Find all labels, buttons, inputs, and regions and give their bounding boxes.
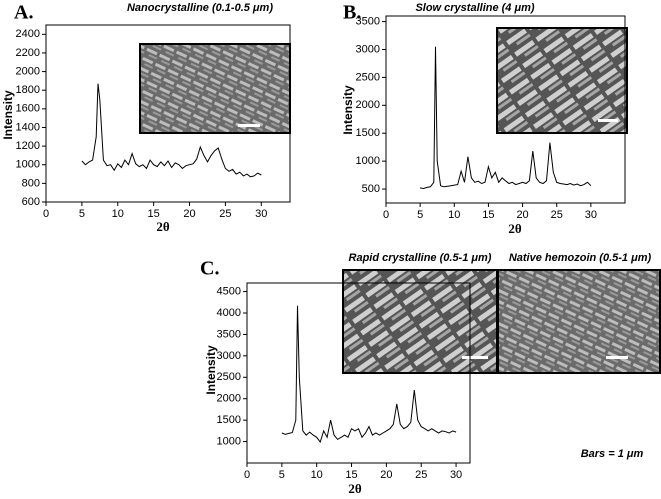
y-tick-label: 600 xyxy=(22,196,40,208)
y-tick-label: 1200 xyxy=(16,140,40,152)
x-axis-label: 2θ xyxy=(156,219,170,234)
panel-label: C. xyxy=(200,258,219,280)
y-tick-label: 1000 xyxy=(356,155,380,167)
panel-label: B. xyxy=(343,2,361,24)
y-tick-label: 1500 xyxy=(217,414,241,426)
x-tick-label: 25 xyxy=(551,209,563,221)
data-line xyxy=(420,46,592,190)
sem-image xyxy=(139,43,291,134)
x-tick-label: 10 xyxy=(112,208,124,220)
y-tick-label: 2500 xyxy=(356,71,380,83)
image-caption: Native hemozoin (0.5-1 μm) xyxy=(509,252,652,264)
x-tick-label: 10 xyxy=(311,469,323,481)
y-tick-label: 1600 xyxy=(16,103,40,115)
annotation: Bars = 1 μm xyxy=(581,448,644,460)
chart-title: Slow crystalline (4 μm) xyxy=(415,2,534,14)
panel-label: A. xyxy=(14,2,33,24)
x-tick-label: 5 xyxy=(417,209,423,221)
plot-frame xyxy=(246,282,471,464)
y-tick-label: 4000 xyxy=(217,307,241,319)
image-caption: Rapid crystalline (0.5-1 μm) xyxy=(349,252,492,264)
x-axis-label: 2θ xyxy=(508,221,522,236)
y-axis-label: Intensity xyxy=(341,85,355,135)
plot-frame xyxy=(385,15,626,204)
x-tick-label: 15 xyxy=(148,208,160,220)
y-tick-label: 1000 xyxy=(16,159,40,171)
sem-image xyxy=(342,269,498,374)
y-tick-label: 3500 xyxy=(356,15,380,27)
x-tick-label: 30 xyxy=(450,469,462,481)
y-tick-label: 3500 xyxy=(217,328,241,340)
x-tick-label: 30 xyxy=(585,209,597,221)
x-tick-label: 20 xyxy=(183,208,195,220)
x-tick-label: 30 xyxy=(255,208,267,220)
y-tick-label: 1500 xyxy=(356,127,380,139)
x-tick-label: 5 xyxy=(79,208,85,220)
x-tick-label: 25 xyxy=(415,469,427,481)
y-tick-label: 2000 xyxy=(16,65,40,77)
y-tick-label: 2200 xyxy=(16,47,40,59)
x-tick-label: 0 xyxy=(383,209,389,221)
sem-image xyxy=(497,269,661,374)
sem-image xyxy=(496,27,628,134)
x-tick-label: 5 xyxy=(279,469,285,481)
x-tick-label: 0 xyxy=(244,469,250,481)
x-tick-label: 0 xyxy=(43,208,49,220)
data-line xyxy=(81,83,262,178)
y-tick-label: 3000 xyxy=(356,43,380,55)
y-tick-label: 2000 xyxy=(217,393,241,405)
x-axis-label: 2θ xyxy=(348,481,362,496)
y-tick-label: 1400 xyxy=(16,121,40,133)
y-axis-label: Intensity xyxy=(1,90,15,140)
y-tick-label: 2000 xyxy=(356,99,380,111)
x-tick-label: 20 xyxy=(380,469,392,481)
y-tick-label: 3000 xyxy=(217,350,241,362)
y-tick-label: 2500 xyxy=(217,371,241,383)
y-tick-label: 2400 xyxy=(16,28,40,40)
x-tick-label: 15 xyxy=(482,209,494,221)
y-tick-label: 4500 xyxy=(217,285,241,297)
x-tick-label: 15 xyxy=(345,469,357,481)
data-line xyxy=(281,305,457,444)
y-tick-label: 500 xyxy=(362,183,380,195)
y-tick-label: 1000 xyxy=(217,435,241,447)
y-tick-label: 800 xyxy=(22,177,40,189)
x-tick-label: 10 xyxy=(448,209,460,221)
plot-frame xyxy=(45,24,291,203)
y-axis-label: Intensity xyxy=(204,345,218,395)
x-tick-label: 25 xyxy=(219,208,231,220)
x-tick-label: 20 xyxy=(516,209,528,221)
chart-title: Nanocrystalline (0.1-0.5 μm) xyxy=(127,2,273,14)
y-tick-label: 1800 xyxy=(16,84,40,96)
